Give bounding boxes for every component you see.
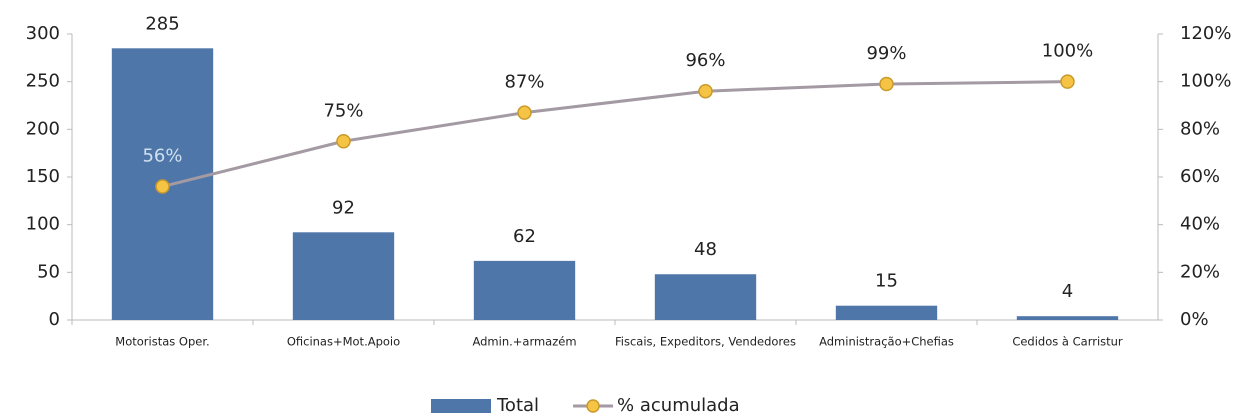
bar [473,260,576,320]
line-marker [336,134,351,149]
y2-tick-label: 80% [1180,118,1220,139]
line-value-label: 99% [866,43,906,64]
line-value-label: 75% [323,100,363,121]
bar-value-label: 92 [332,197,355,218]
bar-value-label: 62 [513,226,536,247]
line-marker [698,83,713,99]
bar [835,305,938,320]
line-marker [517,105,532,120]
y-tick-label: 0 [49,309,60,330]
x-tick-label: Oficinas+Mot.Apoio [287,335,400,349]
line-value-label: 56% [142,146,182,167]
line-value-label: 96% [685,50,725,71]
y-tick-label: 150 [26,166,60,187]
legend-label: Total [496,395,539,416]
legend-swatch [431,399,491,413]
line-value-label: 100% [1042,41,1093,62]
x-tick-label: Admin.+armazém [472,335,576,349]
y2-tick-label: 60% [1180,166,1220,187]
x-tick-label: Motoristas Oper. [115,335,209,349]
bar-value-label: 15 [875,271,898,292]
x-tick-label: Cedidos à Carristur [1012,335,1123,349]
y-tick-label: 250 [26,71,60,92]
x-tick-label: Fiscais, Expeditors, Vendedores [615,335,796,349]
y2-tick-label: 0% [1180,309,1209,330]
line-marker [879,76,894,92]
bar [292,232,395,320]
legend-label: % acumulada [617,395,740,416]
y-tick-label: 100 [26,214,60,235]
line [162,80,1068,188]
bar-value-label: 285 [145,13,179,34]
y2-tick-label: 20% [1180,261,1220,282]
y-tick-label: 50 [37,261,60,282]
bar [654,274,757,320]
legend-marker [586,399,600,413]
y2-tick-label: 120% [1180,23,1231,44]
x-tick-label: Administração+Chefias [819,335,954,349]
bar-value-label: 48 [694,239,717,260]
line-value-label: 87% [504,72,544,93]
line-marker [155,179,170,194]
y-tick-label: 300 [26,23,60,44]
line-marker [1060,74,1075,89]
y-tick-label: 200 [26,118,60,139]
y2-tick-label: 40% [1180,214,1220,235]
bar [1016,316,1119,320]
y2-tick-label: 100% [1180,71,1231,92]
bar-value-label: 4 [1062,281,1073,302]
